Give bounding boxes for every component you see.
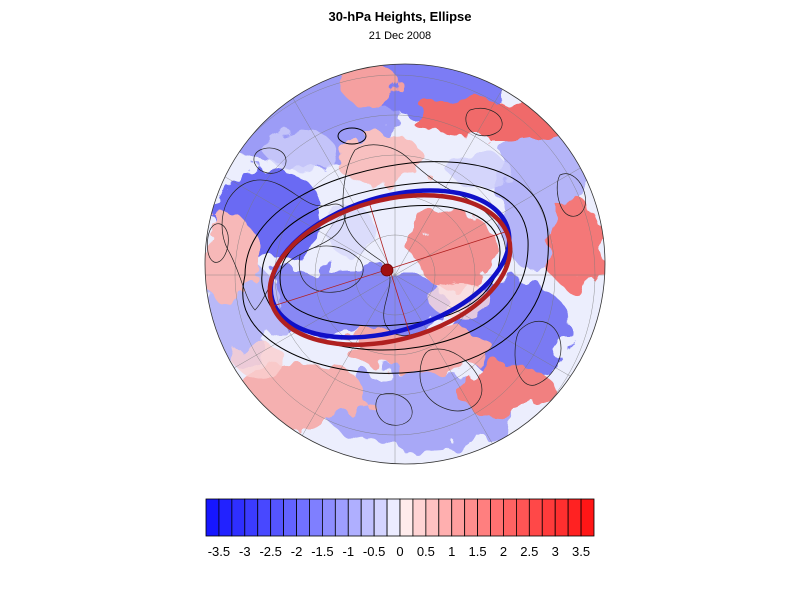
coastline-segment xyxy=(419,348,483,412)
anomaly-patch-positive xyxy=(345,328,495,372)
meridian-line xyxy=(205,274,396,426)
colorbar-tick-label: -0.5 xyxy=(363,544,385,559)
coastline-segment xyxy=(253,147,287,174)
colorbar-box xyxy=(334,498,349,537)
anomaly-patch-negative xyxy=(325,205,375,255)
colorbar-box xyxy=(347,498,362,537)
colorbar-tick-label: 0 xyxy=(396,544,403,559)
colorbar-box xyxy=(490,498,504,537)
meridian-line xyxy=(244,64,396,276)
vortex-ellipses xyxy=(267,188,513,347)
colorbar-tick-label: -2 xyxy=(291,544,303,559)
anomaly-patch-negative xyxy=(265,130,335,170)
colorbar-tick-label: -1 xyxy=(342,544,354,559)
coastline-segment xyxy=(375,393,413,426)
colorbar-boxes xyxy=(205,498,595,537)
meridian-line xyxy=(394,274,605,426)
colorbar-box xyxy=(218,498,233,537)
colorbar-box xyxy=(503,498,517,537)
anomaly-patch-positive xyxy=(430,282,490,318)
colorbar-box xyxy=(528,498,543,537)
colorbar-box xyxy=(244,498,259,537)
colorbar-box xyxy=(205,498,220,537)
globe-outline xyxy=(204,63,606,465)
anomaly-patch-negative xyxy=(255,265,445,335)
coastline-segment xyxy=(465,108,503,137)
anomaly-patch-positive xyxy=(340,65,400,105)
colorbar-box xyxy=(231,498,246,537)
colorbar-tick-label: 1.5 xyxy=(469,544,487,559)
map-subtitle: 21 Dec 2008 xyxy=(368,30,432,42)
colorbar-tick-label: -1.5 xyxy=(311,544,333,559)
colorbar-box xyxy=(412,498,427,537)
colorbar-tick-label: -2.5 xyxy=(259,544,281,559)
meridian-line xyxy=(394,274,546,464)
colorbar-box xyxy=(321,498,336,537)
colorbar-box xyxy=(309,498,323,537)
colorbar-box xyxy=(567,498,582,537)
anomaly-patch-negative xyxy=(450,152,510,188)
colorbar-box xyxy=(360,498,375,537)
colorbar-tick-label: -3.5 xyxy=(208,544,230,559)
colorbar-labels: -3.5 -3 -2.5 -2 -1.5 -1 -0.5 0 0.5 1 1.5 2 2.5 3 3.5 xyxy=(208,544,590,559)
anomaly-field xyxy=(205,64,605,464)
colorbar-box xyxy=(554,498,569,537)
colorbar-tick-label: 0.5 xyxy=(417,544,435,559)
coastline-segment xyxy=(556,173,586,217)
colorbar-box xyxy=(580,498,595,537)
meridian-line xyxy=(244,274,396,464)
colorbar-box xyxy=(373,498,388,537)
coastline-segment xyxy=(298,245,364,293)
coastline-segment xyxy=(207,223,229,263)
colorbar-box xyxy=(399,498,414,537)
colorbar-box xyxy=(438,498,453,537)
anomaly-patch-positive xyxy=(205,215,260,305)
meridian-line xyxy=(205,124,396,276)
colorbar-box xyxy=(477,498,491,537)
anomaly-patches xyxy=(205,64,605,450)
colorbar-box xyxy=(386,498,401,537)
anomaly-patch-positive xyxy=(235,342,285,378)
colorbar-box xyxy=(257,498,272,537)
colorbar-tick-label: 3.5 xyxy=(572,544,590,559)
anomaly-patch-positive xyxy=(545,200,605,290)
colorbar-box xyxy=(270,498,284,537)
colorbar-box xyxy=(425,498,440,537)
colorbar-tick-label: -3 xyxy=(239,544,251,559)
ellipse-center-marker xyxy=(380,263,394,277)
height-contour-closed xyxy=(337,127,367,145)
meridian-line xyxy=(394,64,546,276)
colorbar-tick-label: 2.5 xyxy=(520,544,538,559)
colorbar-tick-label: 1 xyxy=(448,544,455,559)
anomaly-fine-patches xyxy=(235,130,510,378)
meridian-line xyxy=(394,124,605,276)
colorbar-box xyxy=(451,498,466,537)
colorbar-box xyxy=(296,498,310,537)
ellipse-red xyxy=(267,193,513,347)
height-contour-outer xyxy=(242,161,549,374)
anomaly-patch-positive xyxy=(455,365,555,415)
colorbar-tick-label: 2 xyxy=(500,544,507,559)
colorbar-box xyxy=(464,498,478,537)
colorbar-box xyxy=(516,498,530,537)
colorbar-box xyxy=(283,498,297,537)
colorbar-tick-label: 3 xyxy=(552,544,559,559)
colorbar-box xyxy=(541,498,556,537)
map-title: 30-hPa Heights, Ellipse xyxy=(328,9,472,24)
